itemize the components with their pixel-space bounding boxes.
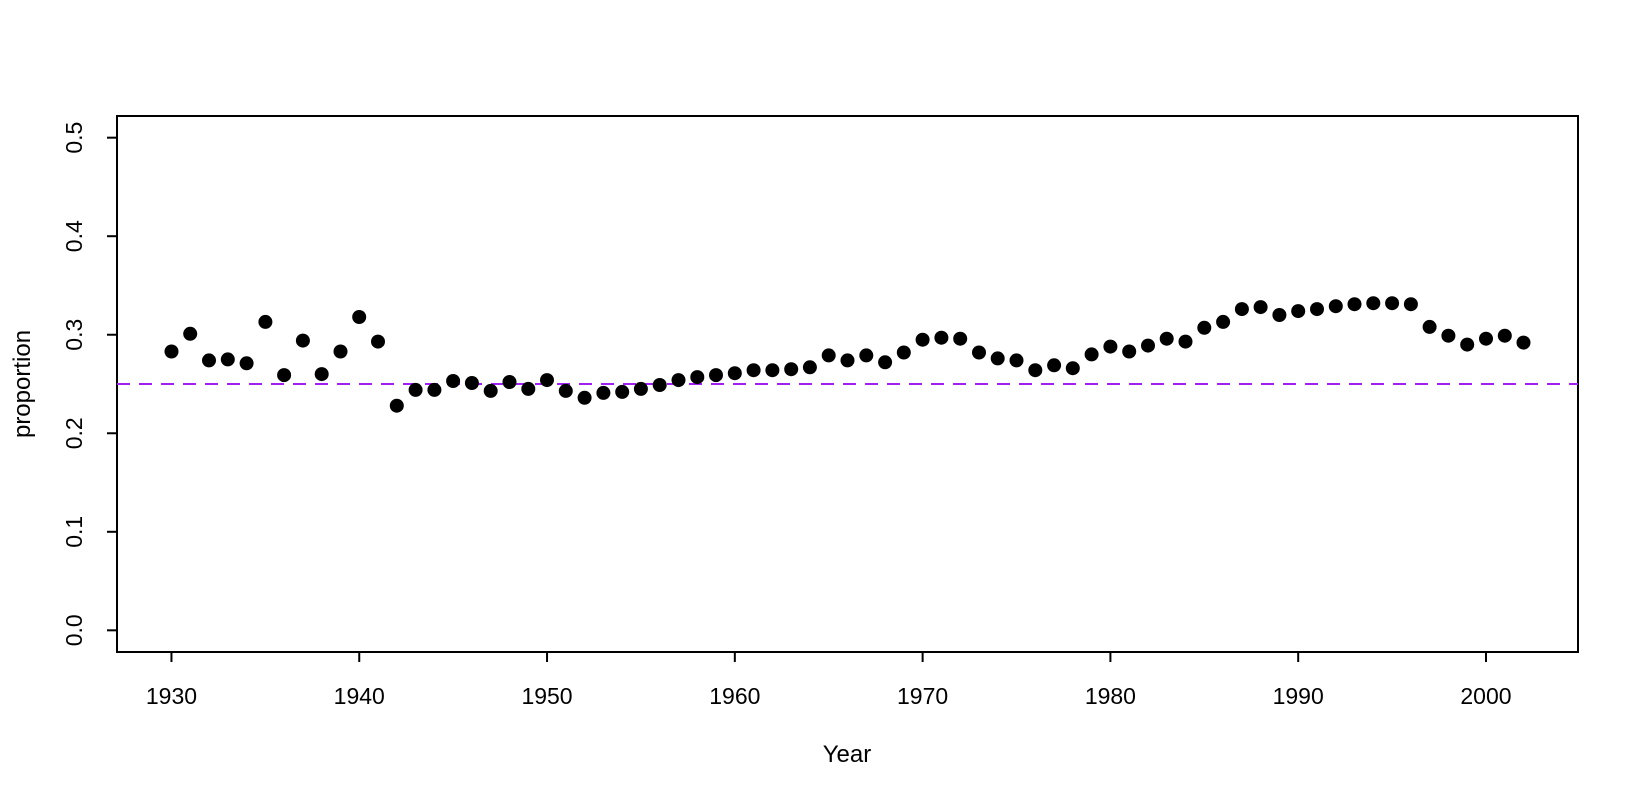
data-point — [953, 331, 968, 346]
data-point — [1460, 337, 1475, 352]
data-point — [1516, 335, 1531, 350]
data-point — [371, 334, 385, 349]
data-point — [239, 356, 254, 371]
data-point — [1403, 297, 1418, 312]
x-tick-label: 2000 — [1460, 683, 1511, 709]
data-point — [1253, 300, 1268, 315]
data-point — [389, 398, 404, 413]
x-axis: 1930 1940 1950 1960 1970 1980 1990 2000 — [146, 652, 1512, 709]
data-point — [896, 345, 911, 360]
data-point — [709, 368, 723, 383]
data-point — [934, 330, 949, 345]
data-point — [1328, 299, 1343, 314]
data-point — [1009, 353, 1024, 368]
data-point — [1441, 328, 1456, 343]
data-point — [784, 362, 799, 377]
data-point — [314, 367, 329, 382]
data-point — [183, 326, 198, 341]
data-point — [915, 332, 930, 347]
data-point — [540, 373, 554, 388]
data-point — [1385, 296, 1400, 311]
data-point — [859, 348, 874, 363]
data-point — [671, 373, 686, 388]
data-point — [840, 353, 855, 368]
y-tick-label: 0.2 — [61, 417, 87, 449]
x-tick-label: 1940 — [334, 683, 385, 709]
data-point — [1197, 320, 1212, 335]
data-point — [765, 363, 780, 378]
data-point — [1422, 319, 1437, 334]
y-axis-title: proportion — [9, 330, 36, 438]
x-tick-label: 1970 — [897, 683, 948, 709]
data-point — [990, 351, 1005, 366]
x-tick-label: 1980 — [1085, 683, 1136, 709]
data-point — [558, 383, 573, 398]
data-point — [1497, 328, 1512, 343]
y-tick-label: 0.3 — [61, 319, 87, 351]
data-point — [746, 363, 761, 378]
data-point — [1047, 358, 1062, 373]
data-point — [164, 344, 179, 359]
data-point — [1141, 338, 1155, 353]
data-point — [427, 382, 442, 397]
data-point — [258, 314, 273, 329]
data-point — [1272, 308, 1287, 322]
data-point — [1291, 304, 1306, 319]
data-point — [1366, 296, 1381, 311]
data-point — [1310, 302, 1324, 317]
x-tick-label: 1990 — [1273, 683, 1324, 709]
x-tick-label: 1950 — [521, 683, 572, 709]
data-point — [1122, 344, 1137, 359]
data-point — [1084, 347, 1099, 362]
data-point — [577, 390, 592, 405]
data-point — [1028, 363, 1043, 378]
data-point — [220, 352, 235, 367]
data-point — [1234, 302, 1249, 317]
y-tick-label: 0.5 — [61, 122, 87, 154]
data-point — [633, 381, 648, 396]
data-point — [1065, 361, 1080, 376]
data-point — [972, 345, 986, 360]
data-point — [352, 310, 367, 324]
data-point — [446, 374, 461, 388]
data-point — [464, 376, 479, 390]
data-point — [821, 348, 836, 363]
x-tick-label: 1930 — [146, 683, 197, 709]
y-tick-label: 0.4 — [61, 220, 87, 252]
y-tick-label: 0.0 — [61, 614, 87, 646]
y-axis: 0.0 0.1 0.2 0.3 0.4 0.5 — [61, 122, 117, 646]
data-point — [502, 375, 517, 389]
data-point — [690, 370, 705, 385]
data-point — [277, 368, 292, 383]
data-point — [615, 384, 630, 399]
data-point — [1347, 297, 1362, 312]
data-point — [1216, 314, 1231, 329]
data-point — [1178, 334, 1193, 349]
data-point — [878, 355, 893, 370]
data-point — [802, 360, 817, 375]
data-point — [1159, 331, 1174, 346]
data-point — [202, 353, 216, 368]
data-point — [596, 385, 611, 400]
data-point — [521, 381, 536, 396]
data-point — [408, 382, 423, 397]
data-point — [727, 366, 742, 381]
y-tick-label: 0.1 — [61, 516, 87, 548]
data-point — [333, 344, 348, 359]
x-tick-label: 1960 — [709, 683, 760, 709]
data-point — [295, 333, 310, 348]
data-points — [164, 296, 1531, 413]
data-point — [483, 383, 498, 398]
data-point — [1479, 331, 1493, 346]
x-axis-title: Year — [823, 741, 872, 768]
data-point — [1103, 339, 1118, 354]
data-point — [652, 378, 667, 392]
